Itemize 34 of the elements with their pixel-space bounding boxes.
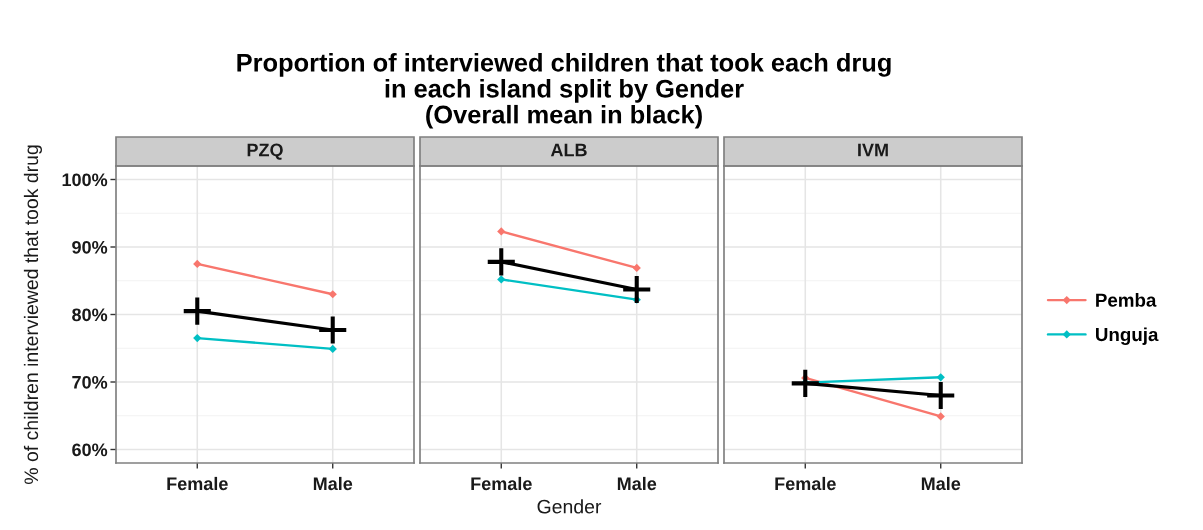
point bbox=[936, 373, 945, 382]
legend-label: Unguja bbox=[1096, 327, 1159, 345]
point bbox=[623, 275, 651, 304]
chart-title: ALB bbox=[550, 143, 587, 157]
point bbox=[497, 227, 506, 236]
chart-title: IVM bbox=[858, 143, 888, 157]
point bbox=[319, 316, 347, 344]
point bbox=[497, 275, 506, 284]
y-tick-label: 80% bbox=[72, 308, 108, 322]
point bbox=[927, 381, 955, 410]
text: Proportion of interviewed children that took each drug in each island split by Gender (Overall mean in black) bbox=[237, 53, 891, 129]
point bbox=[183, 297, 211, 325]
point bbox=[328, 344, 337, 354]
x-axis-title: Gender bbox=[537, 499, 602, 514]
point bbox=[193, 334, 202, 343]
y-axis-title: % of children interviewed that took drug bbox=[23, 145, 42, 485]
point bbox=[632, 263, 641, 273]
point bbox=[328, 290, 337, 299]
chart-title: PZQ bbox=[247, 143, 283, 160]
point bbox=[487, 248, 515, 276]
point bbox=[936, 412, 945, 421]
legend-label: Pemba bbox=[1096, 293, 1157, 307]
y-tick-label: 100% bbox=[62, 173, 108, 187]
y-tick-label: 90% bbox=[72, 240, 108, 254]
x-tick-label: Female bbox=[471, 476, 532, 491]
point bbox=[193, 259, 202, 268]
x-tick-label: Female bbox=[167, 476, 228, 491]
x-tick-label: Male bbox=[313, 476, 353, 491]
y-tick-label: 60% bbox=[72, 443, 108, 457]
x-tick-label: Male bbox=[617, 476, 657, 491]
x-tick-label: Male bbox=[921, 476, 961, 491]
point bbox=[791, 369, 819, 397]
y-tick-label: 70% bbox=[72, 375, 108, 389]
x-tick-label: Female bbox=[775, 476, 836, 491]
